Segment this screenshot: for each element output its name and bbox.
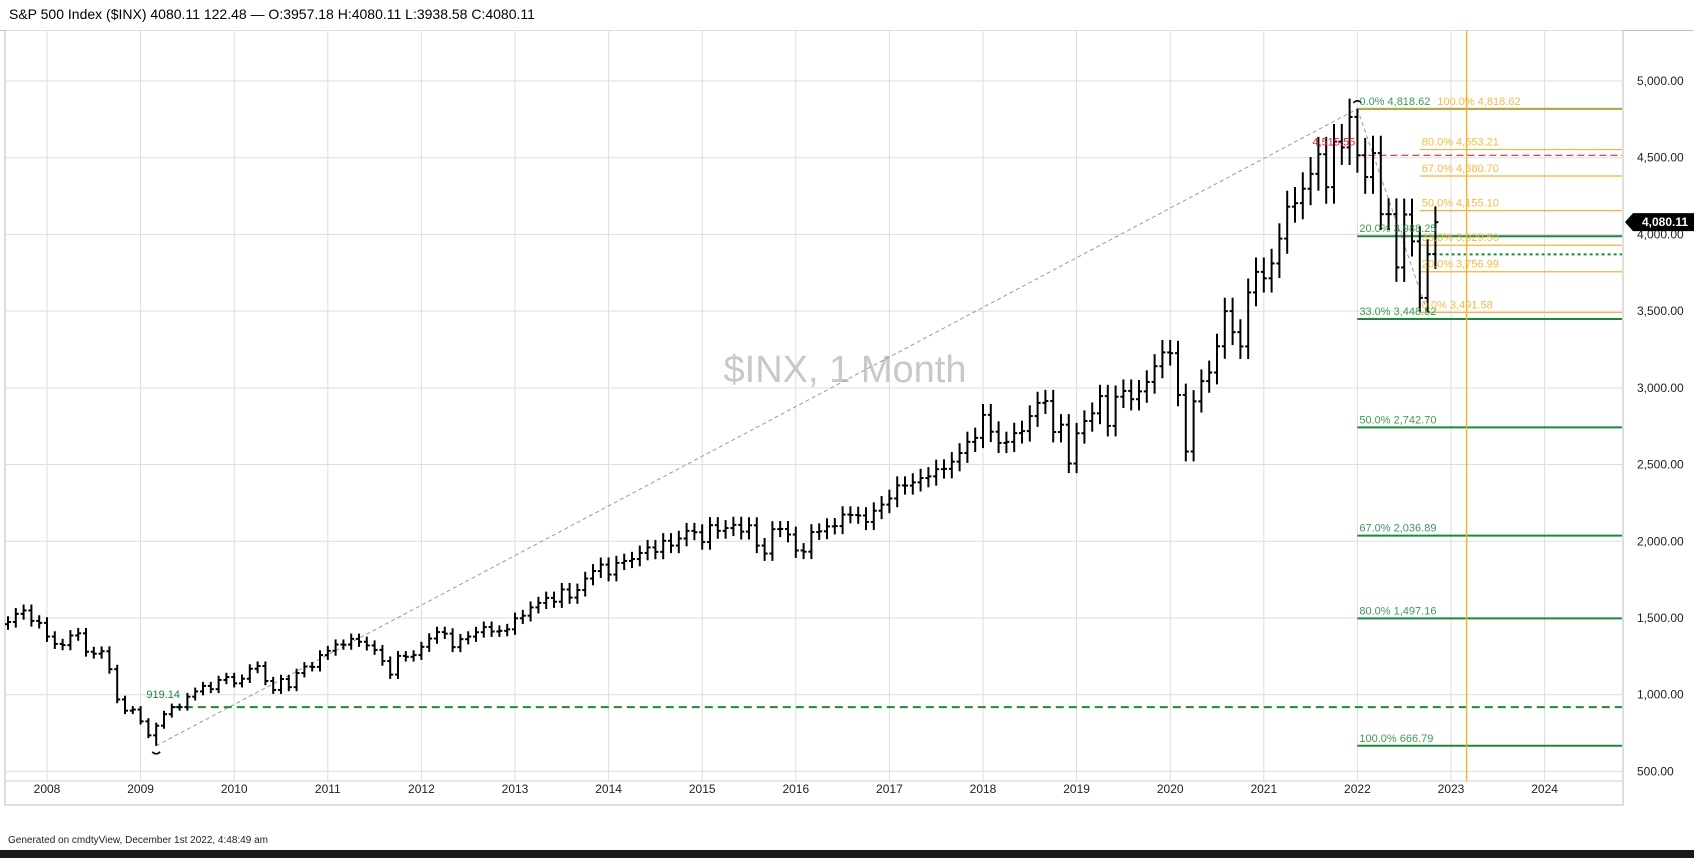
- y-tick-label: 5,000.00: [1637, 74, 1684, 88]
- x-tick-label: 2010: [221, 782, 248, 796]
- x-tick-label: 2023: [1438, 782, 1465, 796]
- retrace-connector-line: [1356, 108, 1429, 313]
- x-tick-label: 2021: [1250, 782, 1277, 796]
- x-tick-label: 2011: [315, 782, 341, 796]
- green-fib-label: 0.0% 4,818.62: [1359, 96, 1430, 108]
- x-tick-label: 2022: [1344, 782, 1371, 796]
- bottom-strip: [0, 850, 1694, 858]
- axis-layer: 500.00 1,000.00 1,500.00 2,000.00 2,500.00 3,…: [34, 74, 1694, 796]
- x-tick-label: 2017: [876, 782, 903, 796]
- x-tick-label: 2014: [595, 782, 622, 796]
- price-chart-svg[interactable]: $INX, 1 Month 919.14 4,515.55 0.0% 4,818.6…: [0, 29, 1694, 834]
- orange-fib-label: 67.0% 4,380.70: [1422, 163, 1499, 175]
- x-tick-label: 2020: [1157, 782, 1184, 796]
- support-level-label: 919.14: [146, 689, 180, 701]
- y-tick-label: 2,000.00: [1637, 534, 1684, 548]
- green-fib-label: 50.0% 2,742.70: [1359, 414, 1436, 426]
- chart-title: S&P 500 Index ($INX) 4080.11 122.48 — O:…: [9, 6, 535, 22]
- ohlc-bars-layer: [5, 98, 1439, 755]
- y-tick-label: 2,500.00: [1637, 458, 1684, 472]
- level-labels-layer: 919.14 4,515.55 0.0% 4,818.62 20.0% 3,988.2…: [146, 96, 1520, 745]
- last-price-label: 4,080.11: [1642, 215, 1688, 229]
- x-tick-label: 2015: [689, 782, 716, 796]
- pivot-high-marker: [1352, 100, 1362, 104]
- green-fib-label: 20.0% 3,988.25: [1359, 223, 1436, 235]
- orange-fib-label: 20.0% 3,756.99: [1422, 259, 1499, 271]
- y-tick-label: 3,000.00: [1637, 381, 1684, 395]
- x-tick-label: 2013: [502, 782, 529, 796]
- chart-header: S&P 500 Index ($INX) 4080.11 122.48 — O:…: [0, 0, 1694, 31]
- last-price-marker: [1625, 213, 1694, 232]
- orange-fib-label: 100.0% 4,818.62: [1437, 96, 1520, 108]
- x-tick-label: 2012: [408, 782, 435, 796]
- orange-fib-label: 80.0% 4,553.21: [1422, 137, 1499, 149]
- x-tick-label: 2018: [970, 782, 997, 796]
- green-fib-label: 33.0% 3,448.52: [1359, 306, 1436, 318]
- footer-generated-text: Generated on cmdtyView, December 1st 202…: [8, 835, 268, 846]
- plot-frame: [4, 29, 1624, 806]
- x-tick-label: 2016: [782, 782, 809, 796]
- pivot-low-marker: [151, 751, 161, 755]
- footer: Generated on cmdtyView, December 1st 202…: [0, 834, 1694, 850]
- red-level-label: 4,515.55: [1312, 136, 1355, 148]
- y-tick-label: 500.00: [1637, 764, 1674, 778]
- chart-area[interactable]: $INX, 1 Month 919.14 4,515.55 0.0% 4,818.6…: [0, 29, 1694, 834]
- green-fib-label: 100.0% 666.79: [1359, 733, 1433, 745]
- x-tick-label: 2008: [34, 782, 61, 796]
- grid-layer: [5, 30, 1623, 782]
- y-tick-label: 3,500.00: [1637, 304, 1684, 318]
- orange-fib-label: 33.0% 3,929.50: [1422, 232, 1499, 244]
- orange-fib-label: 0.0% 3,491.58: [1422, 299, 1493, 311]
- x-tick-label: 2024: [1531, 782, 1558, 796]
- y-tick-label: 4,500.00: [1637, 151, 1684, 165]
- green-fib-label: 67.0% 2,036.89: [1359, 523, 1436, 535]
- x-tick-label: 2019: [1063, 782, 1090, 796]
- chart-watermark: $INX, 1 Month: [724, 349, 967, 391]
- y-tick-label: 1,500.00: [1637, 611, 1684, 625]
- x-tick-label: 2009: [127, 782, 154, 796]
- green-fib-label: 80.0% 1,497.16: [1359, 605, 1436, 617]
- orange-fib-label: 50.0% 4,155.10: [1422, 198, 1499, 210]
- y-tick-label: 1,000.00: [1637, 688, 1684, 702]
